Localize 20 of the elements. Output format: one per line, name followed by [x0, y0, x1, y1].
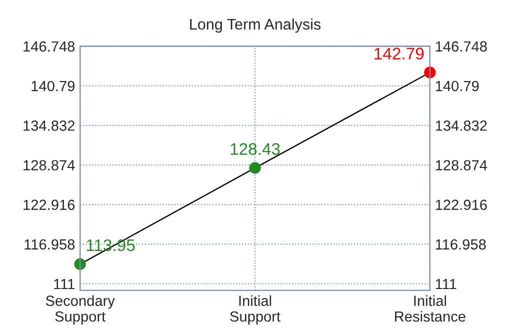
data-label: 128.43: [230, 143, 280, 155]
y-tick-label: 134.832: [24, 120, 74, 131]
y2-tick-label: 111: [436, 279, 456, 290]
y2-tick-label: 140.79: [436, 80, 479, 92]
x-tick-label: Initial Support: [230, 295, 280, 325]
y-tick-label: 116.958: [24, 239, 75, 250]
y-tick-label: 146.748: [24, 41, 75, 52]
y2-tick-label: 116.958: [436, 239, 486, 250]
y2-tick-label: 122.916: [436, 200, 487, 210]
chart-title: Long Term Analysis: [190, 18, 321, 33]
y2-tick-label: 128.874: [436, 160, 488, 170]
data-label: 142.79: [374, 48, 424, 60]
y2-tick-label: 146.748: [436, 41, 487, 52]
y2-tick-label: 134.832: [436, 120, 487, 131]
x-tick-label: Secondary Support: [46, 295, 115, 325]
y-tick-label: 111: [54, 279, 74, 290]
x-tick-label: Initial Resistance: [395, 295, 466, 322]
y-tick-label: 122.916: [24, 200, 75, 210]
y-tick-label: 128.874: [24, 160, 75, 170]
y-tick-label: 140.79: [32, 80, 75, 92]
